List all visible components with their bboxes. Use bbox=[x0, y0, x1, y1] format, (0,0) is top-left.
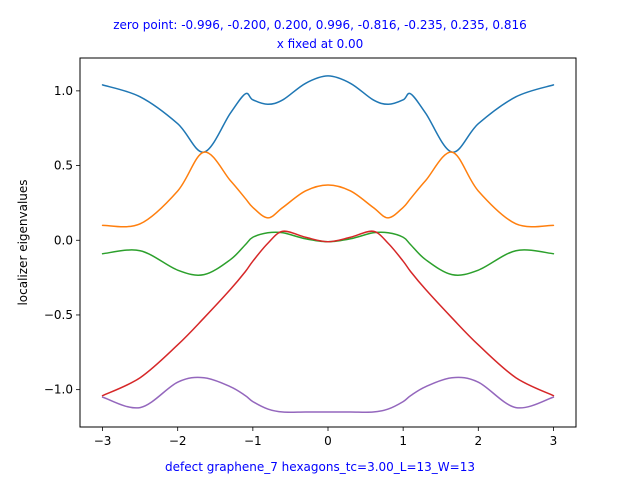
plot-frame bbox=[79, 57, 577, 428]
x-tick-label: 2 bbox=[474, 434, 482, 448]
y-tick-label: −1.0 bbox=[44, 383, 73, 397]
y-tick-label: 0.5 bbox=[54, 159, 73, 173]
y-axis-ticks: −1.0 −0.5 0.0 0.5 1.0 bbox=[44, 84, 80, 397]
series-line-5 bbox=[101, 376, 555, 414]
series-line-1 bbox=[101, 75, 555, 153]
chart-subtitle: x fixed at 0.00 bbox=[277, 37, 364, 51]
x-tick-label: 1 bbox=[399, 434, 407, 448]
x-axis-ticks: −3 −2 −1 0 1 2 3 bbox=[94, 427, 558, 448]
y-tick-label: 1.0 bbox=[54, 84, 73, 98]
x-tick-label: −2 bbox=[169, 434, 187, 448]
x-tick-label: 0 bbox=[324, 434, 332, 448]
series-layer bbox=[101, 75, 555, 414]
y-tick-label: 0.0 bbox=[54, 233, 73, 247]
x-tick-label: 3 bbox=[550, 434, 558, 448]
x-tick-label: −1 bbox=[244, 434, 262, 448]
series-line-2 bbox=[101, 151, 555, 228]
x-tick-label: −3 bbox=[94, 434, 112, 448]
y-tick-label: −0.5 bbox=[44, 308, 73, 322]
y-axis-label: localizer eigenvalues bbox=[16, 179, 30, 305]
chart-title: zero point: -0.996, -0.200, 0.200, 0.996… bbox=[113, 18, 527, 32]
series-line-4 bbox=[101, 230, 555, 397]
x-axis-label: defect graphene_7 hexagons_tc=3.00_L=13_… bbox=[165, 460, 475, 474]
